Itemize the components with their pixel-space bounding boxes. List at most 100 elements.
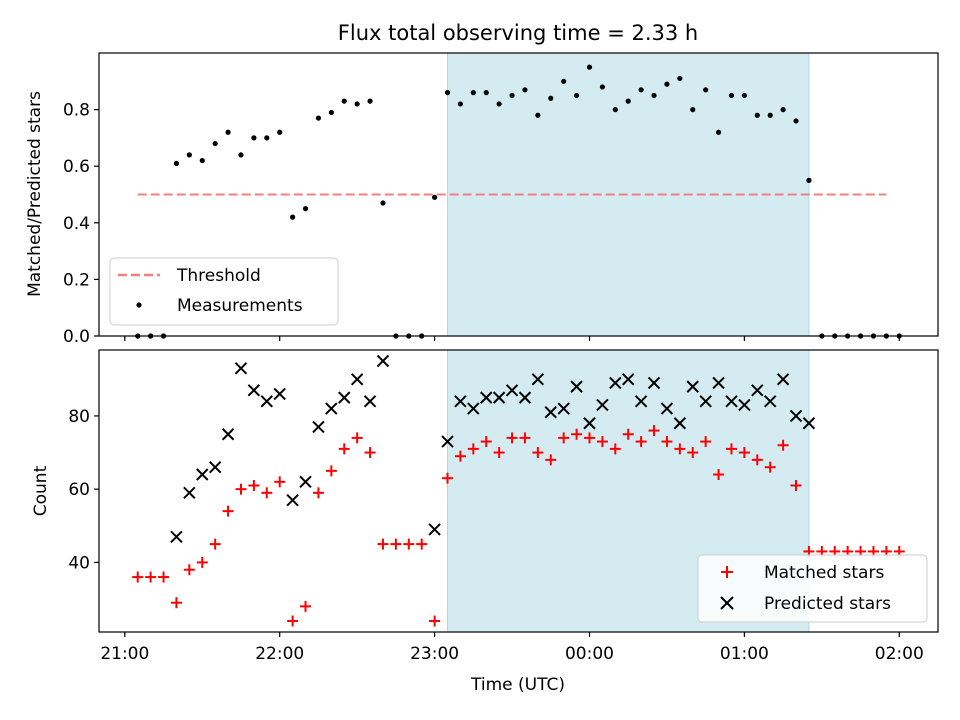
predicted-star-point	[660, 402, 674, 415]
matched-star-point	[312, 487, 324, 499]
measurement-point	[354, 101, 360, 107]
predicted-star-point	[712, 376, 725, 390]
measurement-point	[677, 75, 683, 82]
predicted-star-point	[789, 409, 803, 423]
measurement-point	[225, 129, 231, 135]
measurement-point	[496, 101, 502, 107]
matched-star-point	[416, 538, 428, 550]
bottom-panel: 40 60 80 21:00 22:00 23:00 00:00 01:00 02:00 Co…	[31, 349, 939, 695]
predicted-star-point	[286, 493, 299, 507]
measurement-point	[780, 107, 786, 113]
matched-star-point	[738, 447, 750, 459]
matched-star-point	[235, 483, 247, 495]
predicted-star-point	[802, 417, 816, 430]
matched-star-point	[622, 428, 634, 440]
x-tick-label: 23:00	[410, 644, 459, 664]
x-tick-label: 02:00	[875, 644, 924, 664]
matched-star-point	[196, 556, 208, 568]
matched-star-point	[790, 480, 802, 492]
measurement-point	[728, 92, 735, 99]
predicted-star-point	[338, 391, 351, 404]
x-tick-label: 22:00	[255, 644, 304, 664]
matched-star-point	[596, 436, 608, 448]
matched-star-point	[338, 443, 350, 455]
matched-star-point	[390, 538, 402, 550]
predicted-star-point	[751, 384, 764, 397]
measurement-point	[561, 78, 567, 84]
predicted-star-point	[531, 373, 545, 386]
legend-predicted-swatch	[720, 596, 734, 610]
matched-star-point	[751, 454, 763, 466]
measurement-point	[457, 101, 464, 107]
predicted-star-point	[776, 373, 790, 386]
top-y-axis-label: Matched/Predicted stars	[25, 91, 45, 297]
matched-star-point	[571, 428, 583, 440]
matched-star-point	[248, 480, 260, 492]
legend-matched-label: Matched stars	[764, 563, 884, 583]
predicted-star-point	[312, 420, 325, 434]
matched-star-point	[648, 425, 660, 437]
y-tick-label: 40	[68, 553, 90, 573]
matched-star-point	[493, 447, 505, 459]
predicted-star-point	[622, 373, 635, 386]
measurement-point	[806, 177, 812, 183]
bottom-y-axis-label: Count	[31, 465, 51, 516]
matched-star-point	[145, 571, 157, 583]
predicted-star-point	[492, 391, 506, 404]
matched-star-point	[764, 461, 776, 473]
measurement-point	[290, 214, 296, 220]
matched-star-point	[635, 436, 647, 448]
measurement-point	[793, 118, 799, 124]
matched-star-point	[158, 571, 170, 583]
matched-star-point	[687, 447, 699, 459]
predicted-star-point	[325, 402, 338, 415]
predicted-star-point	[428, 523, 441, 536]
matched-star-point	[700, 436, 712, 448]
predicted-star-point	[273, 387, 286, 401]
top-legend: Threshold Measurements	[109, 257, 339, 326]
predicted-star-point	[208, 460, 222, 474]
x-axis-label: Time (UTC)	[470, 675, 565, 695]
predicted-star-point	[570, 380, 583, 393]
measurement-point	[754, 112, 760, 118]
predicted-star-point	[673, 417, 687, 430]
predicted-star-point	[234, 362, 248, 375]
matched-star-point	[713, 469, 725, 481]
matched-star-point	[170, 597, 182, 609]
measurement-point	[767, 112, 773, 118]
matched-star-point	[325, 465, 337, 477]
matched-star-point	[403, 538, 415, 550]
measurement-point	[444, 90, 451, 96]
predicted-star-point	[196, 468, 209, 481]
predicted-star-point	[376, 354, 390, 368]
measurement-point	[509, 92, 515, 99]
matched-star-point	[364, 447, 376, 459]
measurement-point	[277, 129, 283, 135]
matched-star-point	[377, 538, 389, 550]
predicted-star-point	[738, 398, 751, 412]
matched-star-point	[583, 432, 595, 444]
matched-star-point	[674, 443, 686, 455]
x-tick-label: 01:00	[720, 644, 769, 664]
measurement-point	[380, 200, 386, 206]
matched-star-point	[261, 487, 273, 499]
measurement-point	[535, 112, 541, 118]
measurement-point	[367, 98, 373, 104]
predicted-star-point	[170, 530, 183, 543]
predicted-star-point	[583, 417, 596, 430]
matched-star-point	[609, 443, 621, 455]
x-tick-label: 00:00	[565, 644, 614, 664]
predicted-star-point	[763, 395, 777, 408]
measurement-point	[432, 194, 438, 200]
matched-star-point	[532, 447, 544, 459]
predicted-star-point	[505, 384, 519, 397]
measurement-point	[612, 107, 618, 113]
y-tick-label: 0.8	[63, 101, 90, 121]
chart-title: Flux total observing time = 2.33 h	[338, 21, 698, 45]
legend-threshold-label: Threshold	[176, 266, 261, 286]
matched-star-point	[209, 538, 221, 550]
predicted-star-point	[544, 406, 557, 419]
measurement-point	[264, 135, 270, 141]
y-tick-label: 80	[68, 407, 90, 427]
predicted-star-point	[299, 475, 312, 489]
